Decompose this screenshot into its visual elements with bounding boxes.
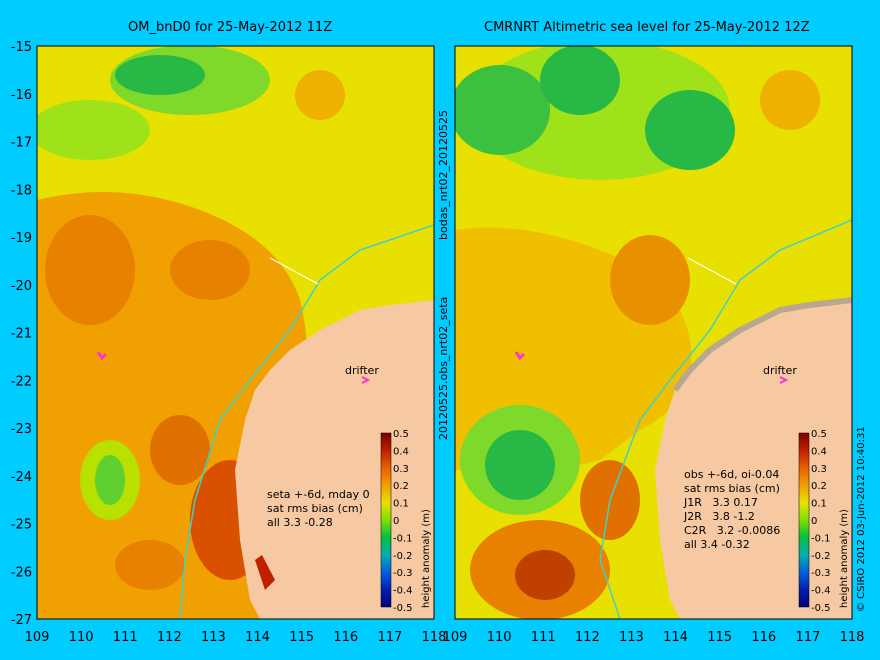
side-label-top: bodas_nrt02_20120525 xyxy=(437,110,450,240)
left-annotation-line-1: sat rms bias (cm) xyxy=(267,502,363,515)
left-colorbar-tick: -0.3 xyxy=(393,568,413,579)
right-lon-tick-label: 113 xyxy=(619,630,644,645)
credit-label: © CSIRO 2012 03-Jun-2012 10:40:31 xyxy=(856,426,867,612)
left-lon-tick-label: 111 xyxy=(113,630,138,645)
right-lon-tick-label: 111 xyxy=(531,630,556,645)
lat-tick-label: -20 xyxy=(11,279,32,294)
left-lon-tick-label: 109 xyxy=(25,630,50,645)
left-lon-tick-label: 118 xyxy=(422,630,447,645)
left-lon-tick-label: 114 xyxy=(245,630,270,645)
left-colorbar-label: height anomaly (m) xyxy=(421,509,432,608)
right-colorbar-tick: -0.5 xyxy=(811,603,831,614)
left-colorbar-tick: -0.2 xyxy=(393,551,413,562)
left-colorbar xyxy=(380,432,392,608)
right-annotation-line-4: C2R 3.2 -0.0086 xyxy=(684,524,781,537)
left-colorbar-tick: 0.4 xyxy=(393,446,409,457)
lat-tick-label: -18 xyxy=(11,183,32,198)
right-drifter-label: drifter xyxy=(763,364,797,377)
left-colorbar-tick: 0.3 xyxy=(393,464,409,475)
right-lon-tick-label: 118 xyxy=(840,630,865,645)
right-colorbar-tick: -0.2 xyxy=(811,551,831,562)
left-lon-tick-label: 112 xyxy=(157,630,182,645)
right-colorbar-label: height anomaly (m) xyxy=(839,509,850,608)
lat-tick-label: -21 xyxy=(11,327,32,342)
left-colorbar-tick: -0.5 xyxy=(393,603,413,614)
right-annotation-line-3: J2R 3.8 -1.2 xyxy=(684,510,755,523)
left-lon-tick-label: 116 xyxy=(333,630,358,645)
left-drifter-label: drifter xyxy=(345,364,379,377)
right-colorbar-tick: -0.3 xyxy=(811,568,831,579)
lat-tick-label: -22 xyxy=(11,374,32,389)
lat-tick-label: -17 xyxy=(11,136,32,151)
lat-tick-label: -23 xyxy=(11,422,32,437)
right-lon-tick-label: 114 xyxy=(663,630,688,645)
left-colorbar-tick: 0 xyxy=(393,516,399,527)
lat-tick-label: -15 xyxy=(11,40,32,55)
right-colorbar-tick: -0.1 xyxy=(811,533,831,544)
left-lon-tick-label: 110 xyxy=(69,630,94,645)
left-map xyxy=(37,46,434,619)
right-lon-tick-label: 116 xyxy=(751,630,776,645)
side-label-bottom: 20120525.obs_nrt02_seta xyxy=(437,296,450,440)
right-colorbar-tick: 0 xyxy=(811,516,817,527)
left-annotation: seta +-6d, mday 0 sat rms bias (cm) all 3.… xyxy=(267,488,370,530)
left-lon-tick-label: 113 xyxy=(201,630,226,645)
left-panel-title: OM_bnD0 for 25-May-2012 11Z xyxy=(128,20,333,35)
right-colorbar-tick: 0.5 xyxy=(811,429,827,440)
right-annotation-line-1: sat rms bias (cm) xyxy=(684,482,780,495)
left-colorbar-tick: -0.4 xyxy=(393,586,413,597)
left-annotation-line-2: all 3.3 -0.28 xyxy=(267,516,333,529)
lat-tick-label: -27 xyxy=(11,613,32,628)
lat-tick-label: -24 xyxy=(11,470,32,485)
left-colorbar-tick: 0.5 xyxy=(393,429,409,440)
left-colorbar-tick: 0.2 xyxy=(393,481,409,492)
right-colorbar-tick: 0.2 xyxy=(811,481,827,492)
right-annotation: obs +-6d, oi-0.04 sat rms bias (cm) J1R 3.… xyxy=(684,468,780,552)
right-map xyxy=(455,46,852,619)
right-colorbar xyxy=(798,432,810,608)
right-annotation-line-0: obs +-6d, oi-0.04 xyxy=(684,468,780,481)
right-lon-tick-label: 112 xyxy=(575,630,600,645)
right-lon-tick-label: 109 xyxy=(443,630,468,645)
right-colorbar-tick: 0.1 xyxy=(811,499,827,510)
right-colorbar-tick: -0.4 xyxy=(811,586,831,597)
right-annotation-line-5: all 3.4 -0.32 xyxy=(684,538,750,551)
left-colorbar-tick: -0.1 xyxy=(393,533,413,544)
right-panel-title: CMRNRT Altimetric sea level for 25-May-2… xyxy=(484,20,810,35)
right-annotation-line-2: J1R 3.3 0.17 xyxy=(684,496,758,509)
left-lon-tick-label: 115 xyxy=(289,630,314,645)
left-colorbar-tick: 0.1 xyxy=(393,499,409,510)
right-lon-tick-label: 110 xyxy=(487,630,512,645)
right-lon-tick-label: 115 xyxy=(707,630,732,645)
lat-tick-label: -16 xyxy=(11,88,32,103)
right-colorbar-tick: 0.4 xyxy=(811,446,827,457)
right-colorbar-tick: 0.3 xyxy=(811,464,827,475)
left-annotation-line-0: seta +-6d, mday 0 xyxy=(267,488,370,501)
lat-tick-label: -25 xyxy=(11,518,32,533)
lat-tick-label: -26 xyxy=(11,565,32,580)
lat-tick-label: -19 xyxy=(11,231,32,246)
left-lon-tick-label: 117 xyxy=(377,630,402,645)
right-lon-tick-label: 117 xyxy=(795,630,820,645)
